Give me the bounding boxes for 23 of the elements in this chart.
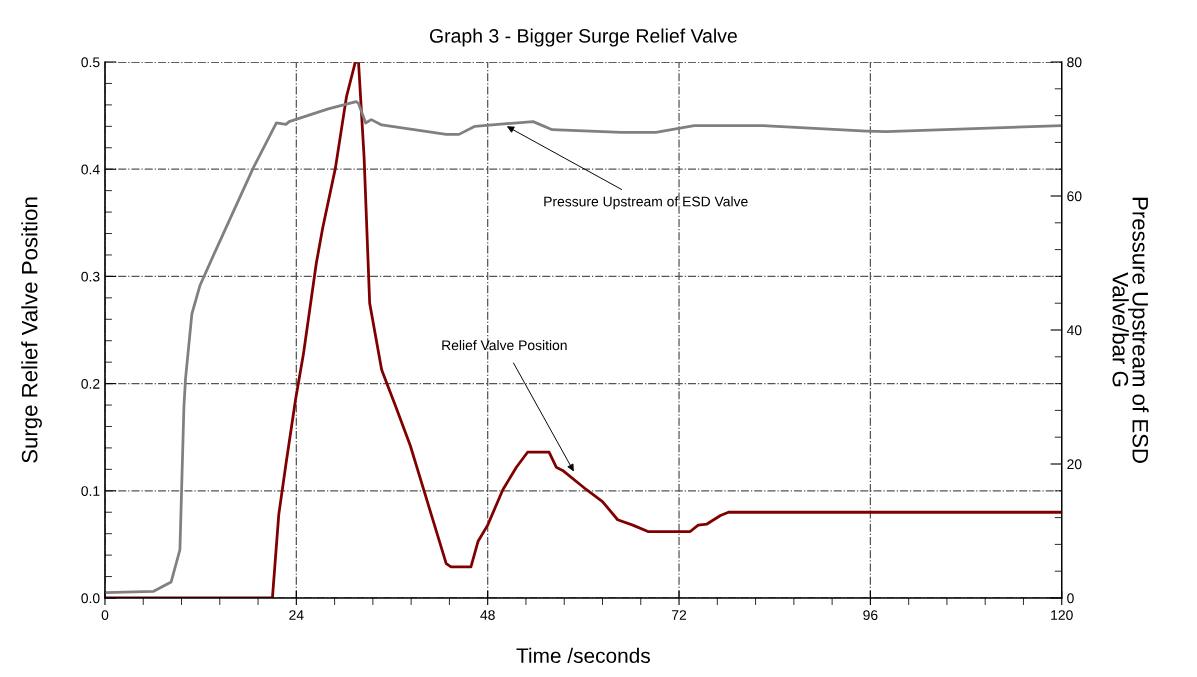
y-tick-label: 0.2 [81, 378, 100, 389]
annotation: Relief Valve Position [442, 340, 567, 351]
y-tick-label: 0.1 [81, 486, 100, 496]
y2-axis-title: Pressure Upstream of ESD Valve/bar G [1112, 197, 1149, 463]
x-tick-label: 96 [863, 610, 878, 620]
y2-tick-label: 20 [1067, 459, 1082, 470]
y-tick-label: 0.5 [81, 57, 100, 68]
x-axis-title: Time /seconds [516, 647, 650, 664]
y2-tick-label: 40 [1066, 325, 1082, 336]
chart-title: Graph 3 - Bigger Surge Relief Valve [429, 28, 737, 47]
y-tick-label: 0.0 [81, 593, 100, 604]
y2-tick-label: 60 [1067, 191, 1082, 202]
annotation: Pressure Upstream of ESD Valve [544, 196, 748, 210]
y-tick-label: 0.4 [81, 164, 100, 175]
x-tick-label: 72 [672, 610, 687, 620]
y-tick-label: 0.3 [81, 271, 100, 282]
x-tick-label: 120 [1051, 610, 1073, 620]
y2-tick-label: 0 [1067, 593, 1074, 604]
y-axis-title: Surge Relief Valve Position [21, 197, 42, 463]
y2-tick-label: 80 [1067, 57, 1082, 68]
x-tick-label: 48 [480, 610, 495, 620]
x-tick-label: 0 [101, 610, 109, 620]
x-tick-label: 24 [289, 610, 304, 620]
